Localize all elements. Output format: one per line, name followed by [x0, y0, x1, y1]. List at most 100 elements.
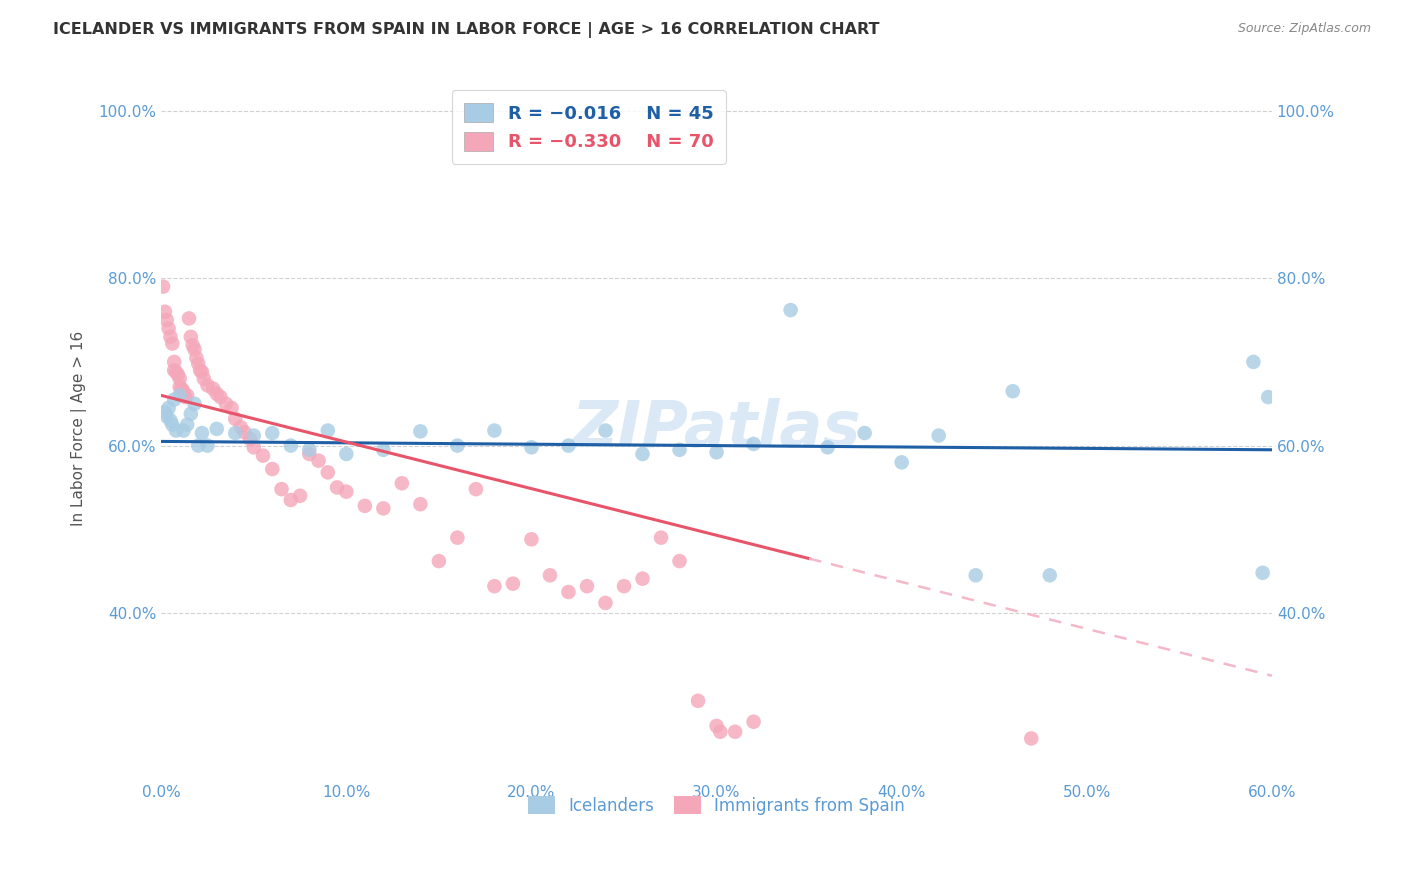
Point — [252, 449, 274, 463]
Point — [1257, 390, 1279, 404]
Point — [373, 501, 395, 516]
Point — [464, 482, 486, 496]
Point — [221, 401, 243, 415]
Point — [183, 397, 205, 411]
Point — [176, 388, 198, 402]
Point — [205, 386, 228, 401]
Point — [180, 407, 202, 421]
Point — [326, 480, 349, 494]
Point — [270, 482, 292, 496]
Point — [595, 596, 617, 610]
Point — [172, 424, 194, 438]
Point — [928, 428, 950, 442]
Point — [153, 304, 176, 318]
Point — [163, 392, 186, 407]
Point — [242, 440, 264, 454]
Point — [557, 439, 579, 453]
Point — [650, 531, 672, 545]
Point — [262, 425, 284, 440]
Point — [1241, 355, 1264, 369]
Point — [177, 311, 200, 326]
Text: ICELANDER VS IMMIGRANTS FROM SPAIN IN LABOR FORCE | AGE > 16 CORRELATION CHART: ICELANDER VS IMMIGRANTS FROM SPAIN IN LA… — [53, 22, 880, 38]
Point — [298, 442, 321, 457]
Point — [169, 388, 191, 402]
Point — [167, 368, 190, 382]
Point — [742, 714, 765, 729]
Point — [890, 455, 912, 469]
Point — [575, 579, 598, 593]
Point — [191, 425, 214, 440]
Point — [162, 336, 184, 351]
Point — [298, 447, 321, 461]
Point — [162, 417, 184, 432]
Point — [187, 357, 209, 371]
Point — [163, 355, 186, 369]
Point — [156, 409, 179, 424]
Point — [181, 338, 204, 352]
Point — [724, 724, 747, 739]
Point — [965, 568, 987, 582]
Point — [308, 453, 330, 467]
Point — [853, 425, 876, 440]
Point — [239, 432, 262, 446]
Point — [817, 440, 839, 454]
Point — [742, 437, 765, 451]
Point — [242, 428, 264, 442]
Point — [169, 380, 191, 394]
Point — [205, 422, 228, 436]
Point — [188, 363, 211, 377]
Point — [163, 363, 186, 377]
Point — [446, 531, 468, 545]
Point — [157, 401, 180, 415]
Point — [1251, 566, 1274, 580]
Legend: Icelanders, Immigrants from Spain: Icelanders, Immigrants from Spain — [519, 786, 915, 825]
Text: ZIPatlas: ZIPatlas — [572, 398, 862, 460]
Point — [183, 343, 205, 357]
Point — [224, 425, 246, 440]
Point — [484, 579, 506, 593]
Point — [229, 420, 252, 434]
Point — [557, 585, 579, 599]
Point — [1001, 384, 1024, 399]
Point — [191, 365, 214, 379]
Point — [186, 351, 208, 365]
Point — [668, 554, 690, 568]
Point — [157, 321, 180, 335]
Point — [152, 279, 174, 293]
Y-axis label: In Labor Force | Age > 16: In Labor Force | Age > 16 — [72, 331, 87, 526]
Point — [180, 330, 202, 344]
Point — [262, 462, 284, 476]
Point — [484, 424, 506, 438]
Point — [233, 425, 256, 440]
Text: Source: ZipAtlas.com: Source: ZipAtlas.com — [1237, 22, 1371, 36]
Point — [197, 439, 219, 453]
Point — [427, 554, 450, 568]
Point — [686, 694, 709, 708]
Point — [316, 466, 339, 480]
Point — [631, 447, 654, 461]
Point — [153, 405, 176, 419]
Point — [202, 382, 225, 396]
Point — [520, 440, 543, 454]
Point — [409, 497, 432, 511]
Point — [197, 378, 219, 392]
Point — [280, 493, 302, 508]
Point — [170, 382, 193, 396]
Point — [1039, 568, 1062, 582]
Point — [159, 330, 181, 344]
Point — [172, 384, 194, 399]
Point — [159, 413, 181, 427]
Point — [538, 568, 561, 582]
Point — [316, 424, 339, 438]
Point — [779, 303, 801, 318]
Point — [668, 442, 690, 457]
Point — [193, 372, 215, 386]
Point — [709, 724, 731, 739]
Point — [353, 499, 375, 513]
Point — [165, 424, 187, 438]
Point — [409, 425, 432, 439]
Point — [335, 484, 357, 499]
Point — [224, 412, 246, 426]
Point — [1019, 731, 1042, 746]
Point — [520, 533, 543, 547]
